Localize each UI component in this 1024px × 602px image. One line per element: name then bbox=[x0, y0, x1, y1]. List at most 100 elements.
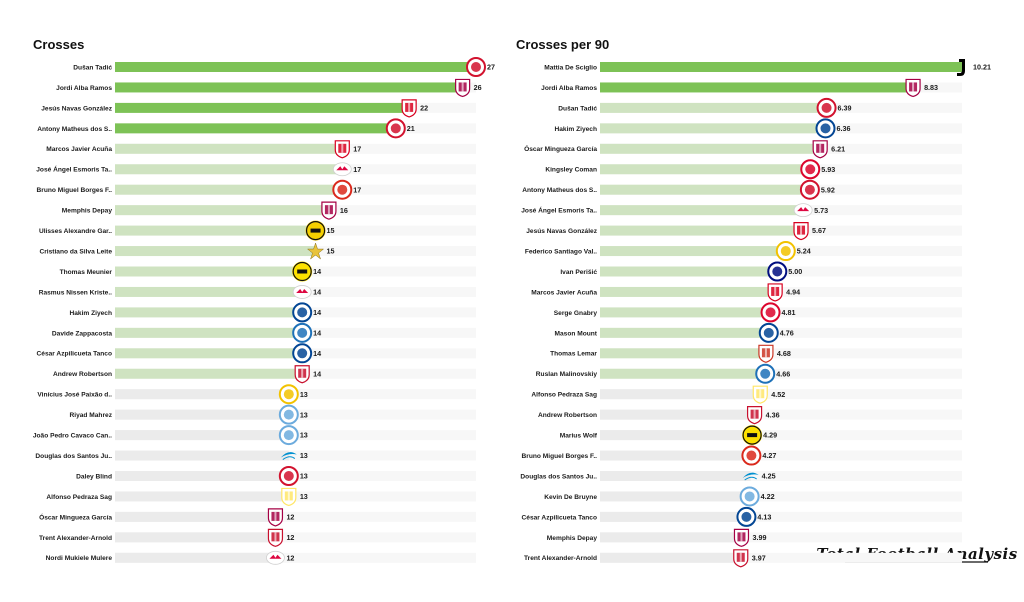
value-label: 14 bbox=[313, 349, 321, 358]
bar-row: César Azpilicueta Tanco 4.13 bbox=[522, 506, 962, 527]
category-label: José Ángel Esmoris Ta.. bbox=[521, 206, 597, 215]
value-label: 13 bbox=[300, 431, 308, 440]
barcelona-badge-icon bbox=[812, 140, 828, 159]
bar-row: Andrew Robertson 4.36 bbox=[538, 406, 962, 425]
ajax-badge-icon bbox=[816, 97, 837, 118]
category-label: Bruno Miguel Borges F.. bbox=[37, 187, 113, 194]
inter-badge-icon bbox=[767, 261, 788, 282]
bar bbox=[600, 62, 962, 72]
barcelona-badge-icon bbox=[455, 78, 471, 98]
atletico-badge-icon bbox=[758, 344, 774, 363]
bar-row: Douglas dos Santos Ju.. 4.25 bbox=[520, 471, 962, 481]
bar-track bbox=[600, 511, 962, 522]
bar bbox=[115, 246, 316, 257]
value-label: 21 bbox=[407, 124, 415, 133]
value-label: 6.36 bbox=[836, 124, 850, 133]
value-label: 14 bbox=[313, 328, 321, 337]
category-label: Trent Alexander-Arnold bbox=[524, 555, 597, 562]
zenit-badge-icon bbox=[280, 452, 297, 460]
bar bbox=[115, 123, 396, 134]
value-label: 13 bbox=[300, 472, 308, 481]
liverpool-badge-icon bbox=[733, 549, 749, 568]
atalanta-badge-icon bbox=[755, 363, 776, 384]
atalanta-badge-icon bbox=[292, 322, 313, 343]
bar bbox=[600, 430, 753, 441]
category-label: Mattia De Sciglio bbox=[544, 64, 597, 71]
bar-row: Serge Gnabry 4.81 bbox=[554, 302, 962, 323]
bar-row: Vinícius José Paixão d.. 13 bbox=[37, 384, 476, 405]
ajax-badge-icon bbox=[466, 57, 486, 77]
category-label: Ulisses Alexandre Gar.. bbox=[39, 228, 112, 235]
bar bbox=[115, 143, 343, 154]
bar-row: Dušan Tadić 27 bbox=[73, 57, 495, 77]
manutd-badge-icon bbox=[332, 179, 353, 200]
realmadrid-badge-icon bbox=[278, 384, 299, 405]
value-label: 6.39 bbox=[838, 104, 852, 113]
value-label: 17 bbox=[353, 165, 361, 174]
liverpool-badge-icon bbox=[746, 406, 763, 425]
bar-row: Ruslan Malinovskiy 4.66 bbox=[536, 363, 962, 384]
value-label: 5.67 bbox=[812, 226, 826, 235]
chelsea-badge-icon bbox=[815, 118, 836, 139]
realmadrid-badge-icon bbox=[775, 241, 796, 262]
liverpool-badge-icon bbox=[294, 365, 310, 384]
bar-row: Thomas Lemar 4.68 bbox=[550, 344, 962, 363]
bar-row: Mattia De Sciglio 10.21 bbox=[544, 59, 991, 76]
category-label: Douglas dos Santos Ju.. bbox=[520, 473, 597, 480]
value-label: 12 bbox=[286, 553, 294, 562]
category-label: Kingsley Coman bbox=[545, 167, 597, 174]
category-label: Trent Alexander-Arnold bbox=[39, 535, 112, 542]
bar bbox=[600, 102, 827, 113]
bar bbox=[600, 327, 769, 338]
mancity-badge-icon bbox=[278, 404, 299, 425]
bar bbox=[600, 471, 751, 481]
bar bbox=[115, 307, 303, 318]
chart-panel-1: Crosses Dušan Tadić 27 Jordi Alba Ramos 26 Je… bbox=[33, 37, 495, 565]
barcelona-badge-icon bbox=[905, 78, 921, 98]
bar-track bbox=[600, 430, 962, 441]
bar-row: Marcos Javier Acuña 17 bbox=[46, 140, 476, 159]
category-label: Alfonso Pedraza Sag bbox=[531, 392, 597, 399]
bar bbox=[600, 389, 761, 400]
bar bbox=[115, 225, 316, 236]
category-label: Jordi Alba Ramos bbox=[541, 85, 597, 92]
bar bbox=[600, 368, 766, 379]
bar bbox=[115, 62, 476, 72]
bar-row: César Azpilicueta Tanco 14 bbox=[37, 343, 476, 364]
value-label: 13 bbox=[300, 410, 308, 419]
bar bbox=[600, 348, 766, 359]
bar-row: Jordi Alba Ramos 8.83 bbox=[541, 78, 962, 98]
category-label: João Pedro Cavaco Can.. bbox=[33, 433, 112, 440]
chelsea-badge-icon bbox=[292, 343, 313, 364]
bar-row: Óscar Mingueza García 6.21 bbox=[524, 140, 962, 159]
value-label: 14 bbox=[313, 369, 321, 378]
bar-row: Hakim Ziyech 6.36 bbox=[554, 118, 962, 139]
bar bbox=[115, 348, 303, 359]
bar bbox=[115, 552, 276, 563]
value-label: 4.52 bbox=[771, 390, 785, 399]
bar bbox=[115, 471, 289, 481]
bar-row: Andrew Robertson 14 bbox=[53, 365, 476, 384]
bar-row: Óscar Mingueza García 12 bbox=[39, 508, 476, 527]
value-label: 13 bbox=[300, 451, 308, 460]
bar-row: Jordi Alba Ramos 26 bbox=[56, 78, 482, 98]
category-label: Vinícius José Paixão d.. bbox=[37, 392, 112, 399]
bar bbox=[600, 511, 747, 522]
bar bbox=[600, 246, 786, 257]
bar-row: Mason Mount 4.76 bbox=[555, 322, 962, 343]
bar-row: Douglas dos Santos Ju.. 13 bbox=[35, 450, 476, 461]
bar bbox=[115, 82, 463, 93]
category-label: Marcos Javier Acuña bbox=[46, 146, 112, 153]
mancity-badge-icon bbox=[278, 425, 299, 446]
value-label: 15 bbox=[327, 226, 335, 235]
value-label: 4.66 bbox=[776, 369, 790, 378]
bayern-badge-icon bbox=[760, 302, 781, 323]
bar bbox=[600, 184, 810, 195]
category-label: Davide Zappacosta bbox=[52, 330, 112, 337]
bar bbox=[115, 430, 289, 441]
value-label: 4.76 bbox=[780, 328, 794, 337]
category-label: Antony Matheus dos S.. bbox=[522, 187, 597, 194]
bar-row: Memphis Depay 3.99 bbox=[547, 528, 962, 547]
bar bbox=[600, 266, 778, 277]
value-label: 16 bbox=[340, 206, 348, 215]
